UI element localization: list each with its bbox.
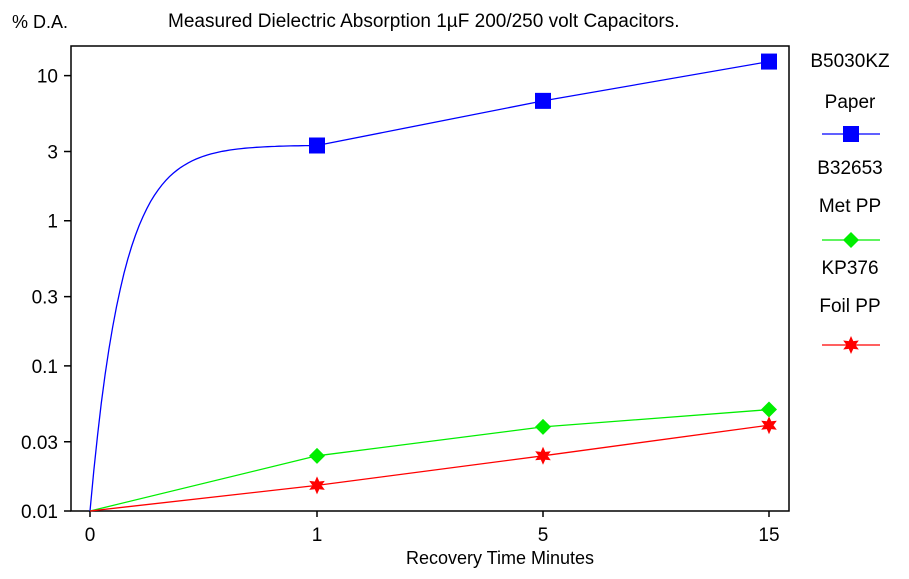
legend-series-1-line1: B5030KZ	[810, 51, 890, 72]
y-tick-label: 0.01	[21, 502, 58, 523]
legend-swatch-marker-2	[843, 232, 859, 248]
data-point-series-3	[309, 476, 325, 495]
series-line-3	[89, 424, 770, 512]
x-tick-label: 5	[538, 525, 549, 546]
legend-series-1-line2: Paper	[824, 92, 876, 113]
y-tick-label: 3	[47, 143, 58, 164]
y-tick-label: 0.3	[32, 288, 58, 309]
x-tick-label: 1	[312, 525, 323, 546]
legend-series-2-line2: Met PP	[818, 196, 882, 217]
y-axis-label: % D.A.	[12, 12, 69, 32]
data-point-series-3	[761, 416, 777, 435]
legend-swatch-marker-3	[843, 336, 859, 354]
data-point-series-2	[309, 447, 325, 464]
legend-series-3-line2: Foil PP	[819, 296, 881, 317]
data-point-series-2	[535, 418, 551, 435]
x-tick-label: 15	[758, 525, 779, 546]
chart-title: Measured Dielectric Absorption 1µF 200/2…	[168, 11, 680, 32]
y-tick-label: 0.03	[21, 433, 58, 454]
y-tick-label: 1	[47, 212, 58, 233]
plot-frame	[70, 45, 790, 512]
data-point-series-1	[309, 137, 325, 154]
data-point-series-1	[761, 53, 777, 70]
data-point-series-2	[761, 401, 777, 418]
data-point-series-1	[535, 92, 551, 109]
legend-series-3-line1: KP376	[821, 258, 879, 279]
legend-swatch-marker-1	[843, 126, 859, 142]
x-tick-label: 0	[85, 525, 96, 546]
series-line-2	[89, 408, 770, 512]
legend-series-2-line1: B32653	[817, 158, 883, 179]
x-axis-label: Recovery Time Minutes	[405, 548, 595, 568]
y-tick-label: 0.1	[32, 357, 58, 378]
data-point-series-3	[535, 446, 551, 465]
series-line-1	[89, 60, 770, 512]
y-tick-label: 10	[37, 67, 58, 88]
